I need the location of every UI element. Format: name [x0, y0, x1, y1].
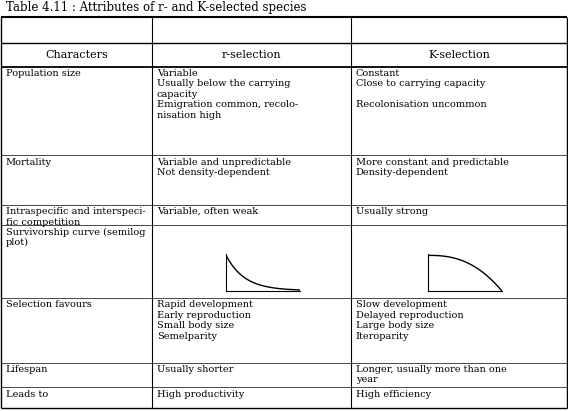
Text: Mortality: Mortality — [6, 158, 52, 167]
Text: Characters: Characters — [45, 50, 108, 60]
Text: Longer, usually more than one
year: Longer, usually more than one year — [356, 365, 506, 384]
Text: r-selection: r-selection — [222, 50, 281, 60]
Text: Rapid development
Early reproduction
Small body size
Semelparity: Rapid development Early reproduction Sma… — [157, 300, 253, 341]
Text: Usually shorter: Usually shorter — [157, 365, 233, 374]
Text: More constant and predictable
Density-dependent: More constant and predictable Density-de… — [356, 158, 508, 177]
Text: Table 4.11 : Attributes of r- and K-selected species: Table 4.11 : Attributes of r- and K-sele… — [6, 1, 306, 14]
Text: Leads to: Leads to — [6, 390, 48, 399]
Text: Intraspecific and interspeci-
fic competition: Intraspecific and interspeci- fic compet… — [6, 207, 145, 226]
Text: Slow development
Delayed reproduction
Large body size
Iteroparity: Slow development Delayed reproduction La… — [356, 300, 463, 341]
Text: K-selection: K-selection — [428, 50, 490, 60]
Text: Survivorship curve (semilog
plot): Survivorship curve (semilog plot) — [6, 228, 145, 247]
Text: High productivity: High productivity — [157, 390, 244, 399]
Text: Selection favours: Selection favours — [6, 300, 91, 309]
Text: Population size: Population size — [6, 69, 81, 78]
Text: Usually strong: Usually strong — [356, 207, 428, 216]
Text: Variable
Usually below the carrying
capacity
Emigration common, recolo-
nisation: Variable Usually below the carrying capa… — [157, 69, 298, 120]
Text: Variable and unpredictable
Not density-dependent: Variable and unpredictable Not density-d… — [157, 158, 291, 177]
Text: High efficiency: High efficiency — [356, 390, 431, 399]
Text: Variable, often weak: Variable, often weak — [157, 207, 258, 216]
Text: Constant
Close to carrying capacity

Recolonisation uncommon: Constant Close to carrying capacity Reco… — [356, 69, 486, 109]
Text: Lifespan: Lifespan — [6, 365, 48, 374]
